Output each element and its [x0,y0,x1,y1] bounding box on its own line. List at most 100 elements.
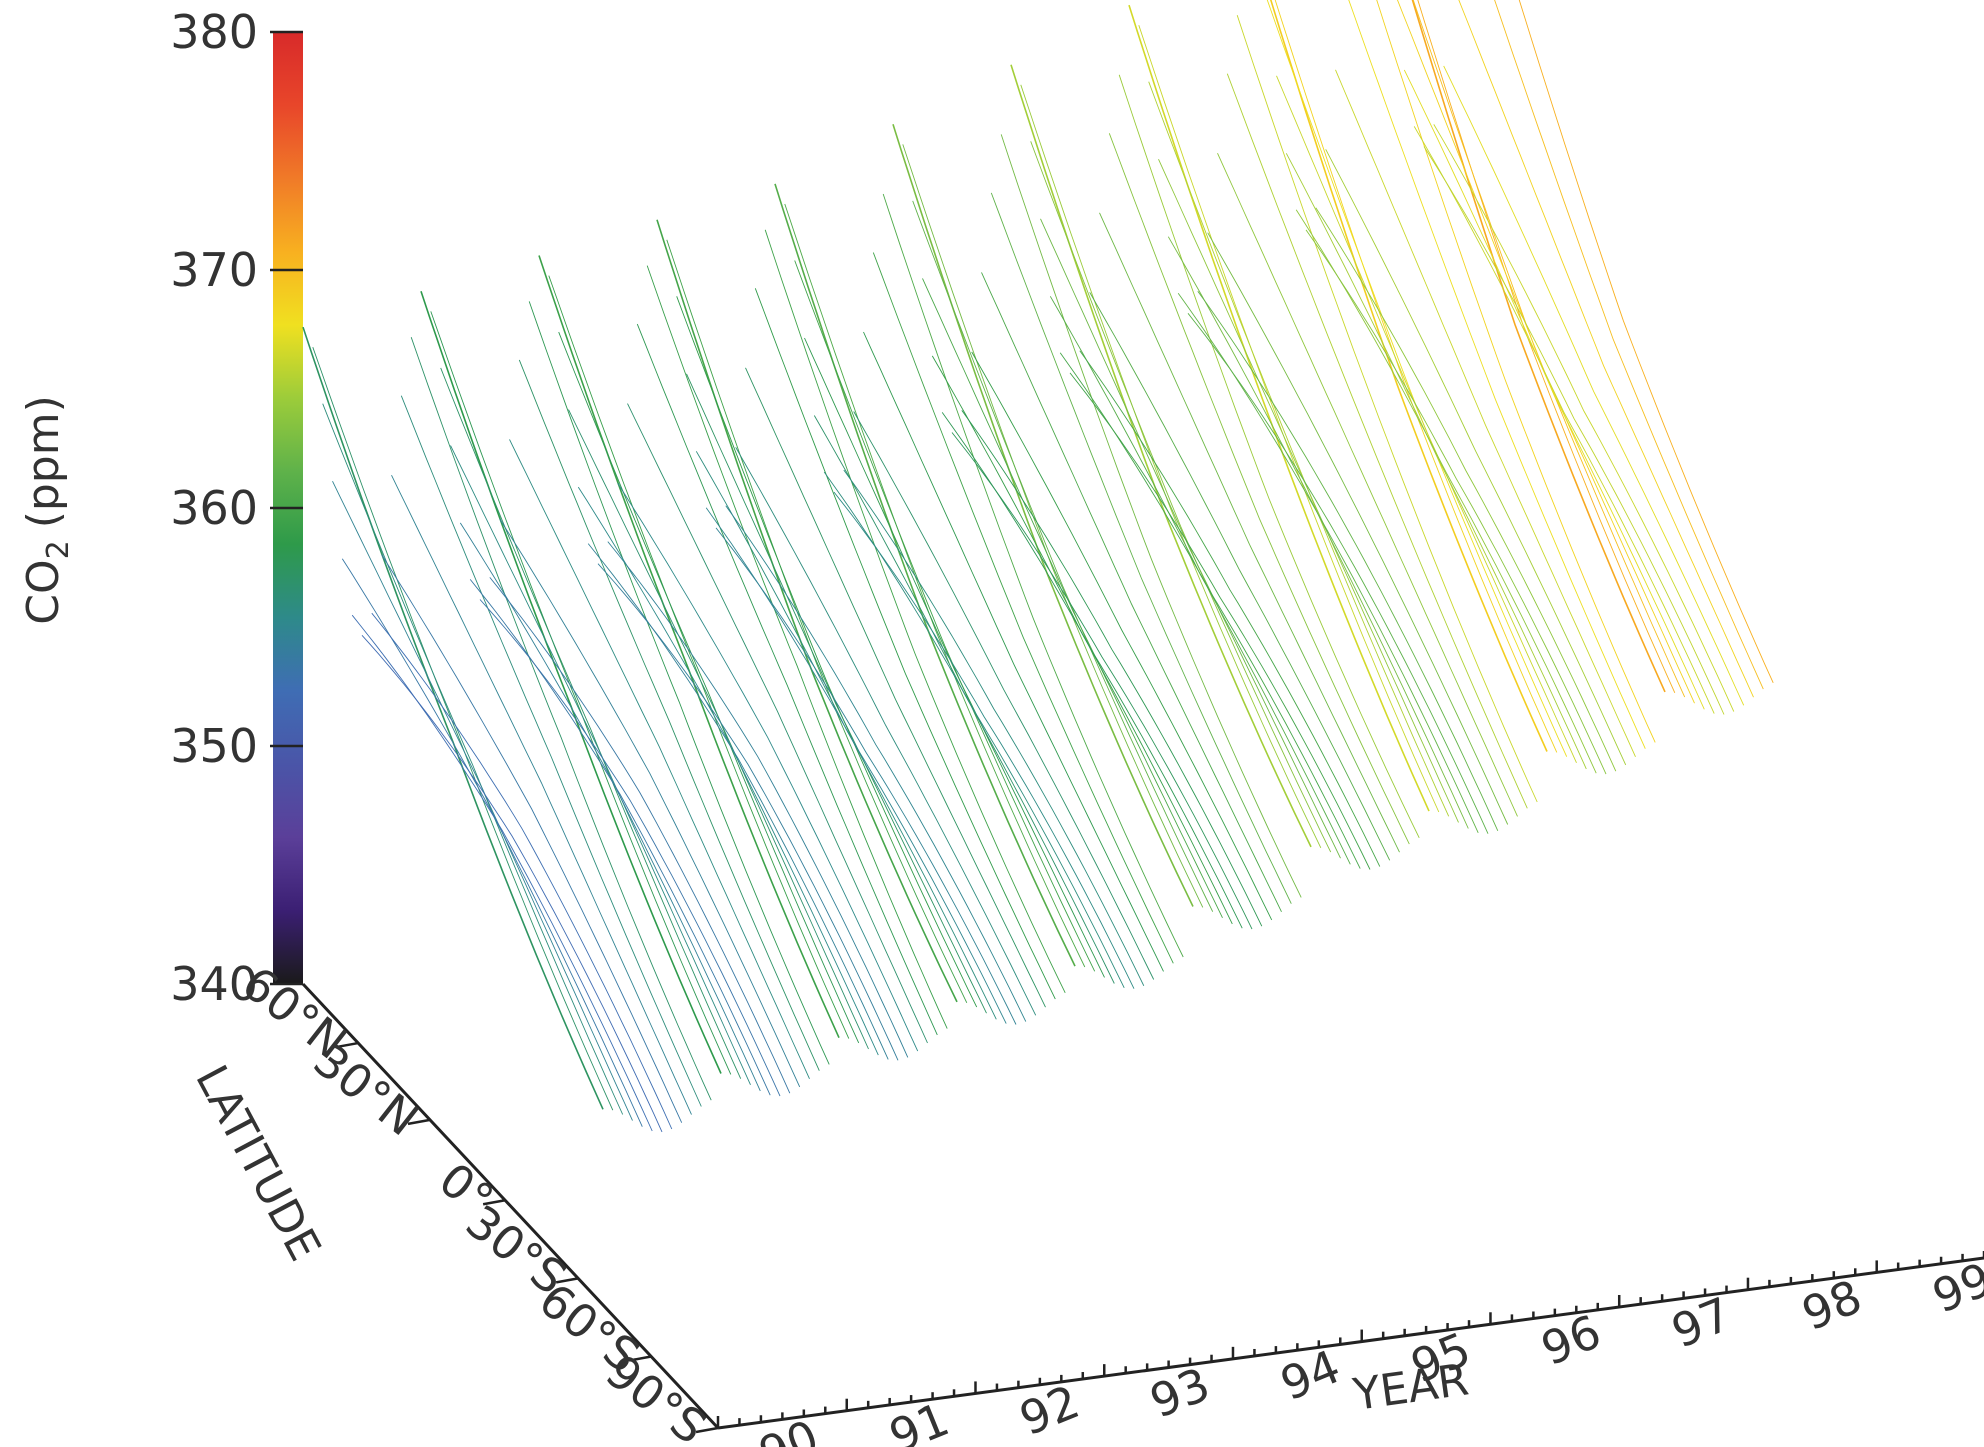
surface-latitude-trace [686,373,987,1014]
surface-latitude-trace [587,543,889,1060]
surface-year-1999 [1397,0,1774,715]
surface-latitude-trace [1207,232,1509,825]
surface-latitude-trace [990,192,1292,904]
z-axis-title-sub: 2 [41,540,76,559]
surface-latitude-trace [1148,81,1450,817]
surface-latitude-trace [479,599,781,1097]
surface-latitude-trace [1335,69,1636,757]
surface-latitude-trace [1108,133,1410,845]
surface-latitude-trace [351,614,653,1132]
surface-latitude-trace [656,219,958,1003]
surface-latitude-trace [1187,313,1489,834]
surface-latitude-trace [1030,141,1332,853]
surface-latitude-trace [636,323,938,1036]
surface-latitude-trace [1138,25,1440,813]
surface-latitude-trace [951,432,1253,930]
latitude-tick-mark [482,1198,506,1206]
z-axis-title: CO2 (ppm) [18,395,76,625]
surface-latitude-trace [715,527,1017,1025]
surface-latitude-trace [745,367,1046,1008]
surface-year-1997 [1128,4,1538,834]
surface-latitude-trace [1040,218,1341,859]
surface-latitude-trace [361,635,663,1133]
surface-latitude-trace [764,229,1066,993]
surface-latitude-trace [1010,64,1312,848]
surface-latitude-trace [853,411,1155,980]
surface-latitude-trace [528,301,830,1065]
surface-latitude-trace [882,193,1184,958]
surface-latitude-trace [1000,134,1302,898]
surface-latitude-trace [646,265,948,1029]
surface-latitude-trace [863,331,1164,972]
surface-year-1995 [892,124,1302,930]
surface-latitude-trace [1069,372,1371,870]
surface-year-1992 [538,255,948,1061]
surface-latitude-trace [1423,146,1725,715]
surface-latitude-trace [1325,149,1627,766]
surface-latitude-trace [1411,0,1666,693]
latitude-tick-mark [628,1355,652,1362]
surface-latitude-trace [391,475,692,1115]
surface-latitude-trace [902,144,1204,908]
surface-latitude-trace [912,200,1214,912]
surface-latitude-trace [597,563,899,1061]
surface-latitude-trace [568,409,869,1050]
surface-latitude-trace [1158,159,1459,823]
z-axis-title-main: CO [18,559,69,624]
surface-latitude-trace [971,351,1273,921]
surface-latitude-trace [833,491,1135,989]
surface-latitude-trace [872,252,1174,964]
surface-latitude-trace [666,239,968,1003]
surface-latitude-trace [1118,74,1420,838]
surface-latitude-trace [1217,153,1518,817]
co2-surface [302,0,1774,1133]
surface-latitude-trace [440,367,742,1079]
surface-latitude-trace [1315,207,1617,772]
surface-latitude-trace [961,410,1263,927]
surface-latitude-trace [509,439,810,1079]
surface-latitude-trace [794,260,1096,972]
surface-latitude-trace [892,124,1194,907]
surface-latitude-trace [1305,229,1607,775]
surface-latitude-trace [1089,292,1391,861]
surface-latitude-trace [676,296,978,1008]
z-tick-label: 350 [170,719,258,773]
surface-latitude-trace [1443,65,1745,706]
surface-latitude-trace [1494,0,1764,690]
surface-latitude-trace [725,505,1027,1022]
surface-latitude-trace [371,612,673,1130]
surface-latitude-trace [1226,73,1528,809]
latitude-tick-mark [555,1277,579,1284]
z-tick-label: 340 [170,957,258,1011]
surface-year-1993 [656,219,1066,1025]
surface-latitude-trace [607,541,909,1058]
surface-latitude-trace [1458,0,1754,698]
surface-latitude-trace [322,403,624,1115]
surface-latitude-trace [627,403,928,1044]
surface-latitude-trace [400,395,702,1107]
latitude-tick-mark [695,1426,719,1434]
surface-latitude-trace [1518,0,1774,683]
surface-latitude-trace [1417,0,1676,693]
surface-latitude-trace [1403,69,1705,710]
surface-latitude-trace [469,579,771,1096]
surface-latitude-trace [450,445,751,1085]
surface-latitude-trace [1099,212,1400,853]
surface-latitude-trace [558,331,860,1044]
surface-latitude-trace [843,469,1145,986]
surface-latitude-trace [410,337,712,1101]
surface-year-1996 [1010,64,1420,870]
surface-latitude-trace [1433,124,1735,712]
surface-latitude-trace [1376,0,1656,743]
surface-latitude-trace [1128,4,1430,812]
z-axis-ticks: 380 370 360 350 340 [170,5,303,1011]
surface-latitude-trace [774,183,1076,967]
surface-latitude-trace [1236,15,1538,803]
latitude-tick-mark [407,1118,431,1126]
z-tick-label: 370 [170,243,258,297]
surface-latitude-trace [754,288,1056,1000]
surface-latitude-trace [332,481,633,1121]
surface-year-1994 [774,183,1184,989]
